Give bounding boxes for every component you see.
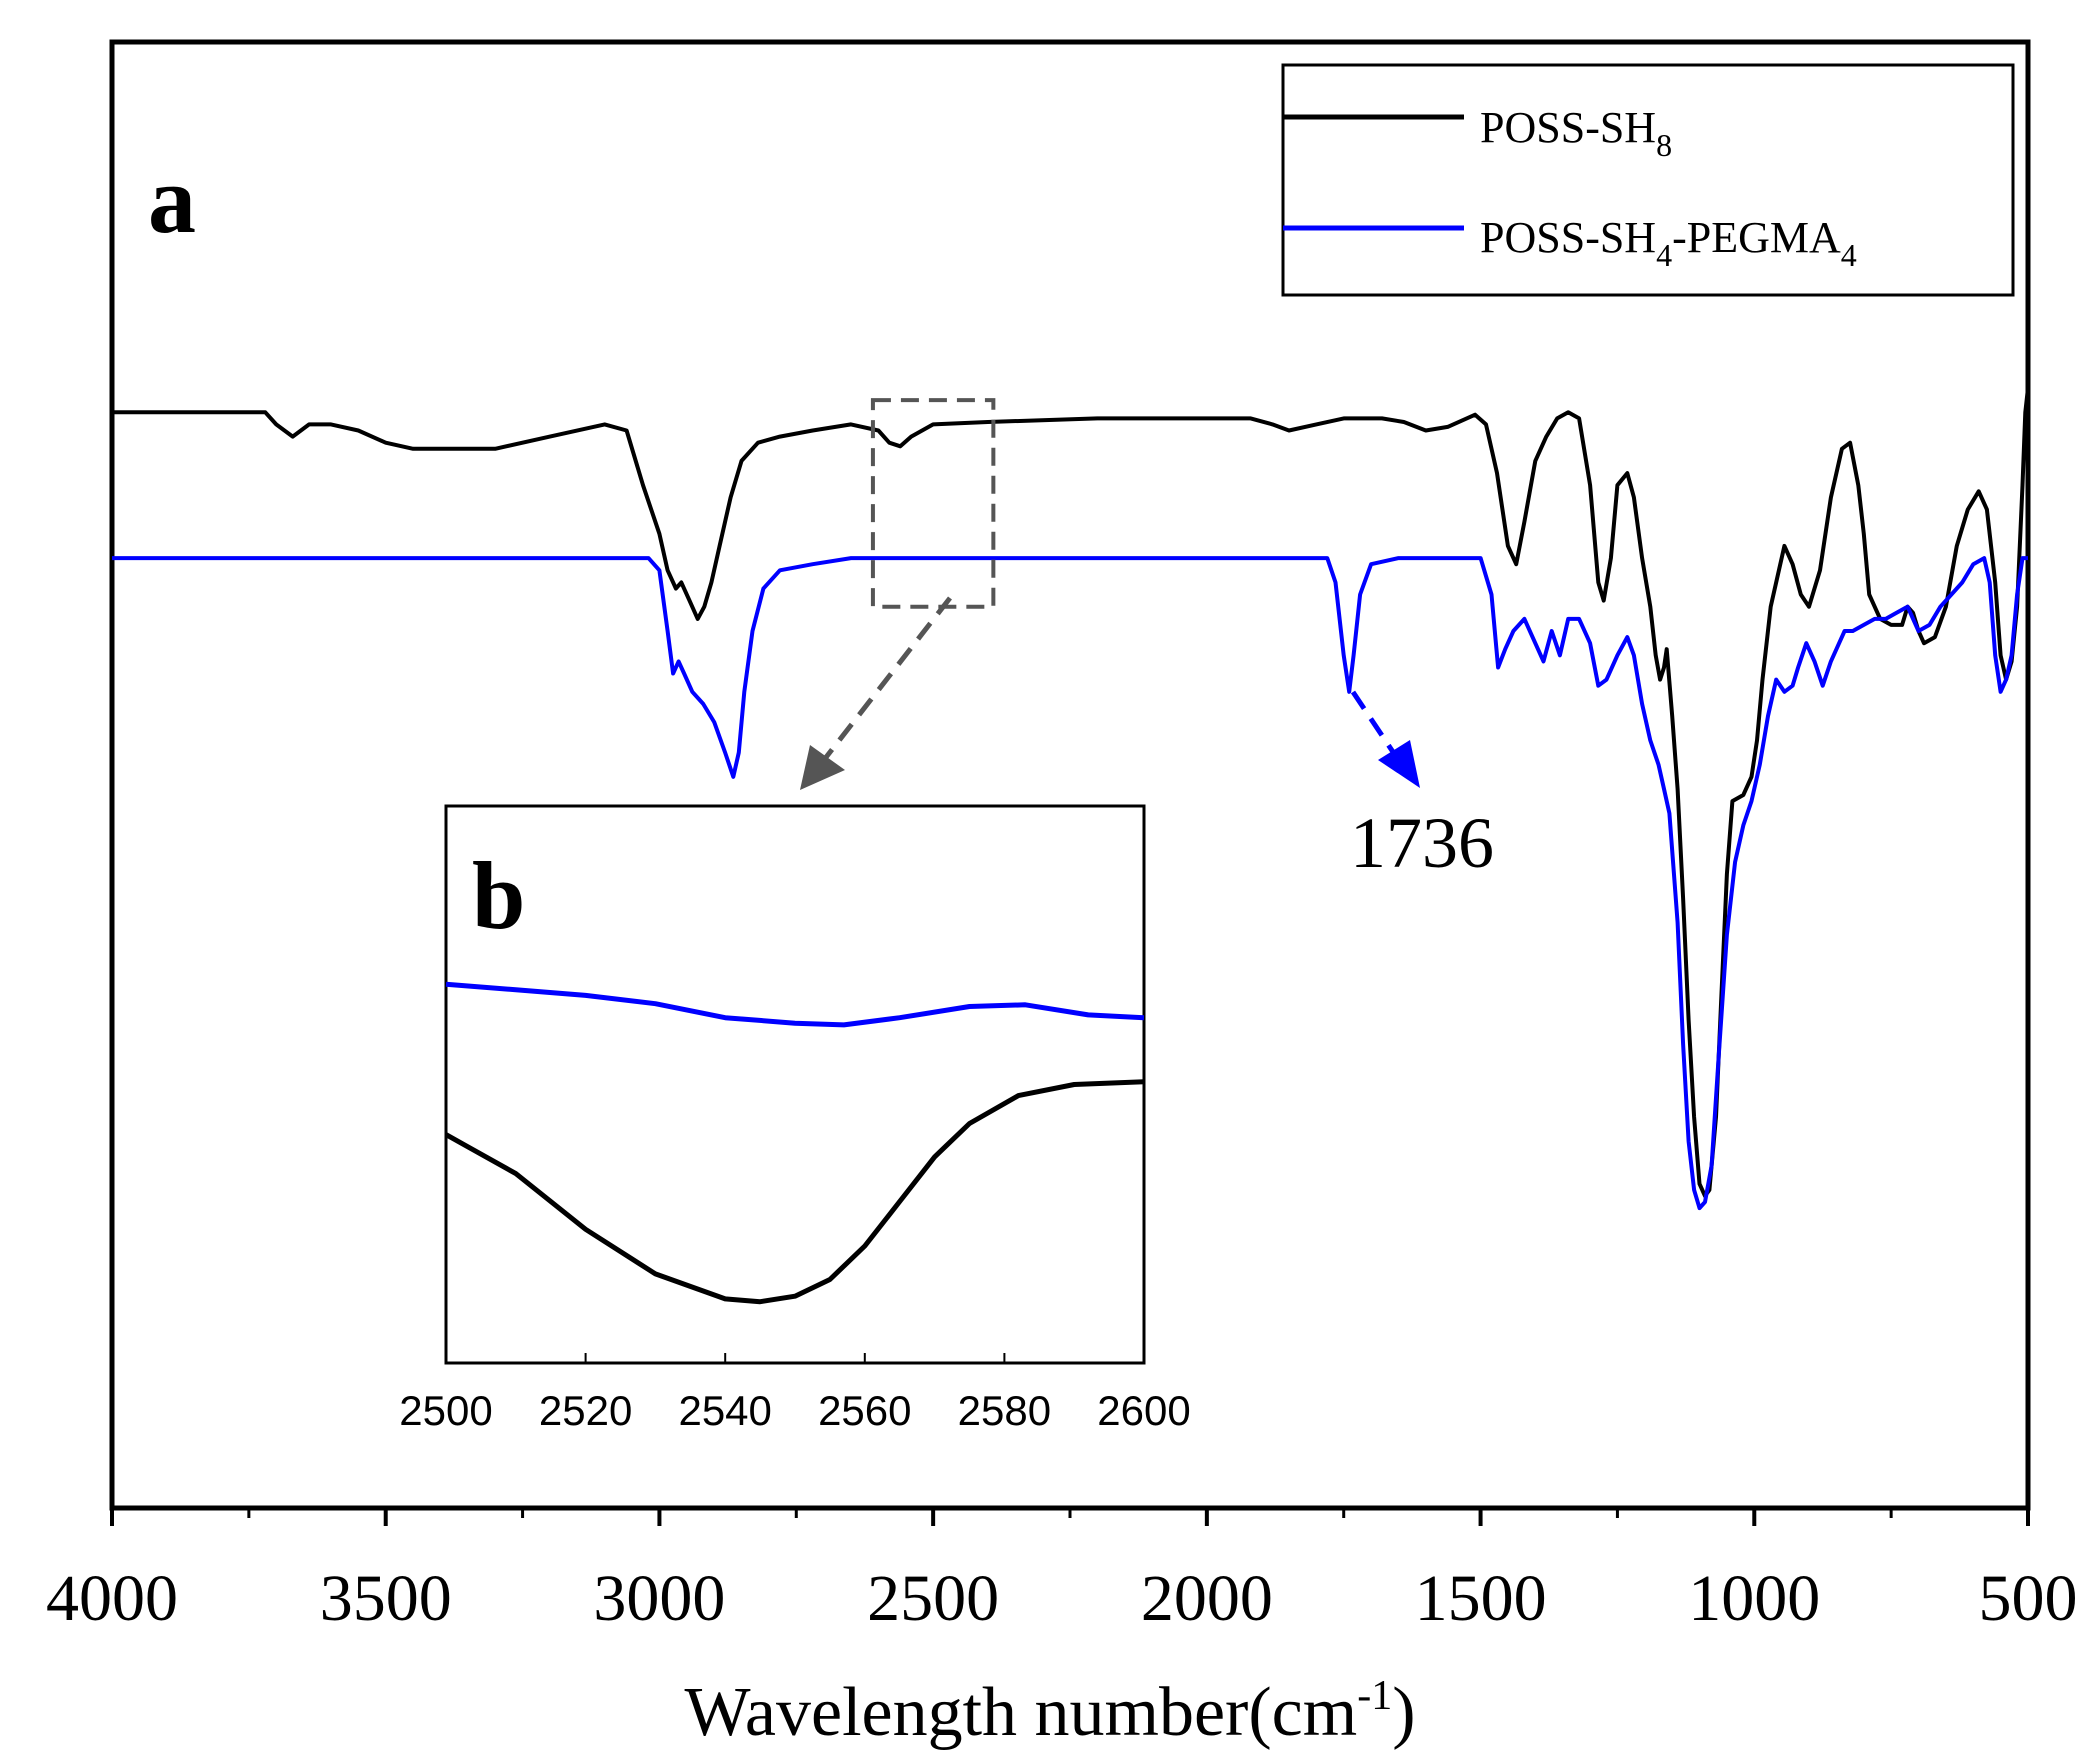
- inset-x-tick-label: 2560: [818, 1387, 911, 1434]
- main-x-tick-label: 1500: [1415, 1562, 1547, 1635]
- main-x-tick-label: 2000: [1141, 1562, 1273, 1635]
- x-axis-title: Wavelength number(cm-1): [684, 1673, 1415, 1751]
- inset-x-tick-label: 2520: [539, 1387, 632, 1434]
- main-x-tick-label: 2500: [867, 1562, 999, 1635]
- main-x-tick-label: 3000: [593, 1562, 725, 1635]
- series-line-poss-sh8: [112, 387, 2030, 1198]
- inset-series-line-poss-sh4-pegma4: [445, 981, 1145, 1028]
- annotation-1736: 1736: [1350, 803, 1494, 883]
- inset-x-tick-label: 2500: [399, 1387, 492, 1434]
- legend-label-poss-sh8: POSS-SH8: [1480, 103, 1672, 163]
- main-x-tick-label: 4000: [46, 1562, 178, 1635]
- legend-label-poss-sh4-pegma4: POSS-SH4-PEGMA4: [1480, 213, 1857, 273]
- inset-x-tick-label: 2540: [678, 1387, 771, 1434]
- main-x-tick-labels: 4000 3500 3000 2500 2000 1500 1000 500: [46, 1562, 2078, 1635]
- series-line-poss-sh4-pegma4: [112, 556, 2028, 1211]
- main-x-ticks: [110, 1508, 2030, 1526]
- inset-x-tick-label: 2580: [958, 1387, 1051, 1434]
- inset-x-tick-label: 2600: [1097, 1387, 1190, 1434]
- main-x-tick-label: 1000: [1688, 1562, 1820, 1635]
- legend: POSS-SH8 POSS-SH4-PEGMA4: [1281, 63, 2015, 297]
- zoom-arrow-head: [800, 745, 845, 790]
- main-x-tick-label: 500: [1979, 1562, 2078, 1635]
- inset-frame: [444, 804, 1146, 1365]
- panel-label-b: b: [472, 842, 525, 949]
- inset-x-ticks: [445, 1353, 1145, 1363]
- inset-series-line-poss-sh8: [444, 1079, 1145, 1305]
- main-x-tick-label: 3500: [320, 1562, 452, 1635]
- panel-label-a: a: [148, 146, 196, 253]
- legend-box: [1281, 63, 2015, 297]
- annotation-arrow-head: [1378, 740, 1420, 788]
- annotation-arrow-line: [1350, 690, 1398, 757]
- zoom-arrow-line: [818, 596, 952, 767]
- zoom-highlight-box: [870, 398, 996, 609]
- inset-x-tick-labels: 2500 2520 2540 2560 2580 2600: [399, 1387, 1190, 1434]
